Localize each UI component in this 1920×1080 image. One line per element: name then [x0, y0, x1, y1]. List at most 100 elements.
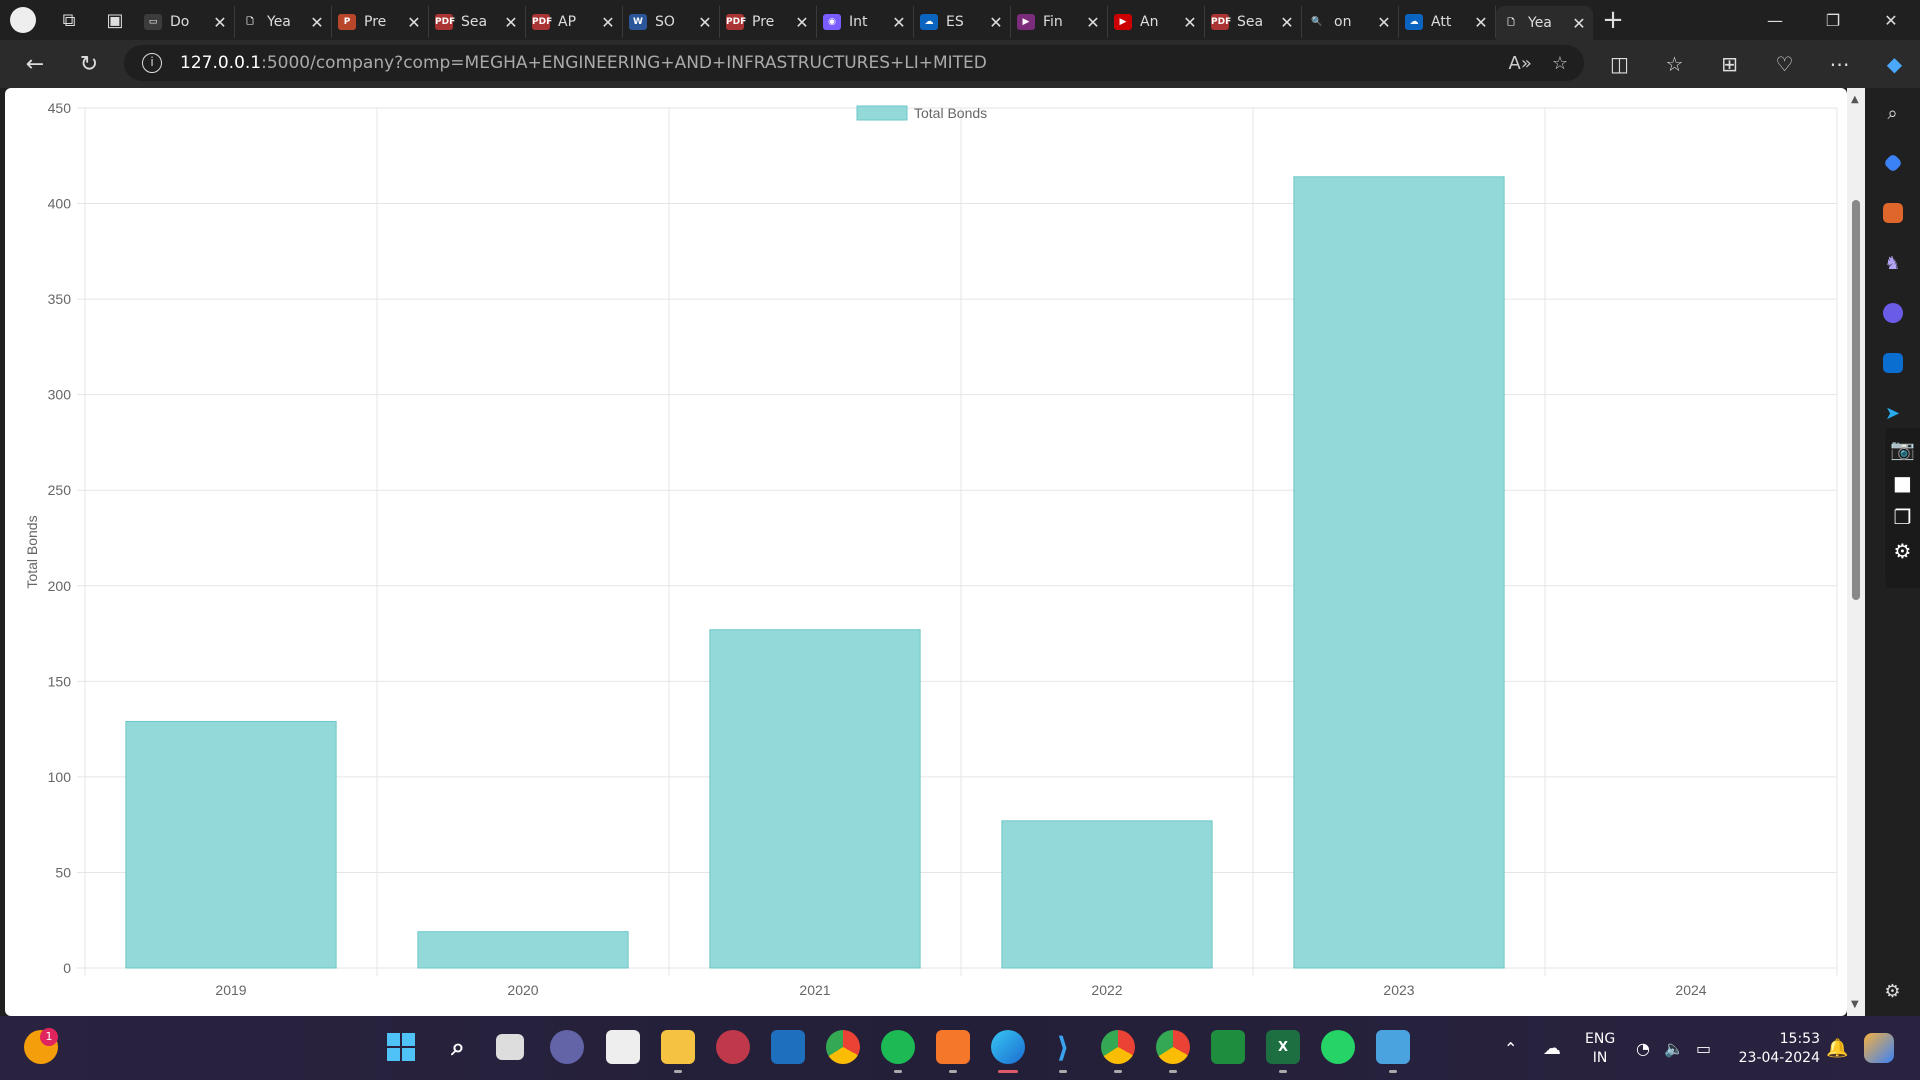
copilot-icon[interactable]: ◆	[1886, 52, 1903, 76]
sidebar-search-icon[interactable]: ⌕	[1887, 102, 1898, 124]
tray-overflow-icon[interactable]: ⌃	[1504, 1038, 1518, 1058]
back-button[interactable]: ←	[25, 51, 45, 77]
camera-icon[interactable]: 📷	[1890, 437, 1915, 461]
split-screen-icon[interactable]: ◫	[1610, 52, 1629, 76]
input-language[interactable]: ENG IN	[1585, 1030, 1615, 1068]
start-button[interactable]	[384, 1030, 418, 1064]
browser-tab[interactable]: ◉ Int ✕	[817, 6, 914, 38]
chart-legend[interactable]: Total Bonds	[856, 105, 987, 121]
minimize-button[interactable]: —	[1767, 10, 1783, 30]
bar-2022[interactable]	[1001, 820, 1213, 969]
volume-icon[interactable]: 🔈	[1664, 1038, 1684, 1058]
tab-close-icon[interactable]: ✕	[504, 12, 518, 32]
scroll-down-arrow[interactable]: ▼	[1851, 999, 1859, 1010]
file-explorer-icon[interactable]	[661, 1030, 695, 1064]
restore-button[interactable]: ❐	[1825, 10, 1841, 30]
tab-close-icon[interactable]: ✕	[1474, 12, 1488, 32]
tab-close-icon[interactable]: ✕	[407, 12, 421, 32]
bar-2023[interactable]	[1293, 176, 1505, 969]
tab-close-icon[interactable]: ✕	[213, 12, 227, 32]
browser-tab[interactable]: PDF AP ✕	[526, 6, 623, 38]
search-icon[interactable]: ⌕	[451, 1033, 465, 1061]
excel-icon[interactable]: X	[1266, 1030, 1300, 1064]
refresh-button[interactable]: ↻	[79, 51, 99, 77]
tab-close-icon[interactable]: ✕	[698, 12, 712, 32]
tab-close-icon[interactable]: ✕	[1086, 12, 1100, 32]
sidebar-settings-icon[interactable]: ⚙	[1884, 980, 1901, 1002]
xampp-icon[interactable]	[936, 1030, 970, 1064]
classroom-icon[interactable]	[1211, 1030, 1245, 1064]
browser-tab[interactable]: P Pre ✕	[332, 6, 429, 38]
browser-tab[interactable]: PDF Sea ✕	[1205, 6, 1302, 38]
window-capture-icon[interactable]: ❐	[1893, 505, 1912, 529]
bar-2020[interactable]	[417, 931, 629, 969]
sidebar-m365-icon[interactable]	[1865, 288, 1920, 338]
teams-icon[interactable]	[550, 1030, 584, 1064]
favorites-icon[interactable]: ☆	[1665, 52, 1684, 76]
browser-tab[interactable]: ☁ Att ✕	[1399, 6, 1496, 38]
chrome-profile-b-icon[interactable]	[1156, 1030, 1190, 1064]
close-window-button[interactable]: ✕	[1884, 10, 1898, 30]
sidebar-shopping-icon[interactable]	[1865, 138, 1920, 188]
tab-close-icon[interactable]: ✕	[892, 12, 906, 32]
page-scrollbar[interactable]: ▲ ▼	[1847, 88, 1865, 1016]
tab-close-icon[interactable]: ✕	[989, 12, 1003, 32]
onedrive-icon[interactable]: ☁	[1543, 1037, 1561, 1059]
wifi-icon[interactable]: ◔	[1636, 1038, 1650, 1058]
tab-close-icon[interactable]: ✕	[1377, 12, 1391, 32]
new-tab-button[interactable]: +	[1602, 5, 1624, 35]
site-info-icon[interactable]: i	[142, 53, 162, 73]
tab-close-icon[interactable]: ✕	[1280, 12, 1294, 32]
browser-tab[interactable]: ▶ An ✕	[1108, 6, 1205, 38]
browser-tab[interactable]: ▭ Do ✕	[138, 6, 235, 38]
vscode-icon[interactable]: ⟩	[1056, 1030, 1070, 1064]
spotify-icon[interactable]	[881, 1030, 915, 1064]
browser-essentials-icon[interactable]: ♡	[1775, 52, 1794, 76]
sidebar-games-icon[interactable]: ♞	[1884, 252, 1901, 274]
collections-icon[interactable]: ⊞	[1721, 52, 1738, 76]
browser-tab[interactable]: 🗋 Yea ✕	[1496, 6, 1593, 40]
x-tick-label: 2023	[1383, 982, 1414, 998]
bar-2019[interactable]	[125, 720, 337, 969]
notification-bell-icon[interactable]: 🔔	[1826, 1037, 1849, 1059]
system-clock[interactable]: 15:53 23-04-2024	[1739, 1030, 1820, 1068]
tab-close-icon[interactable]: ✕	[1572, 13, 1586, 33]
profile-avatar[interactable]	[0, 0, 46, 40]
more-menu-icon[interactable]: ⋯	[1829, 52, 1850, 76]
chrome-icon[interactable]	[826, 1030, 860, 1064]
tab-close-icon[interactable]: ✕	[1183, 12, 1197, 32]
workspaces-icon[interactable]: ⧉	[62, 9, 76, 31]
browser-tab[interactable]: 🔍 on ✕	[1302, 6, 1399, 38]
tab-actions-icon[interactable]: ▣	[106, 9, 124, 31]
copilot-taskbar-icon[interactable]	[1864, 1016, 1894, 1080]
sidebar-telegram-icon[interactable]: ➤	[1884, 402, 1901, 424]
favorite-star-icon[interactable]: ☆	[1551, 52, 1568, 74]
read-aloud-icon[interactable]: A»	[1508, 52, 1532, 74]
tab-close-icon[interactable]: ✕	[601, 12, 615, 32]
chrome-profile-a-icon[interactable]	[1101, 1030, 1135, 1064]
music-app-icon[interactable]	[716, 1030, 750, 1064]
battery-icon[interactable]: ▭	[1696, 1038, 1712, 1058]
task-view-icon[interactable]	[496, 1034, 524, 1060]
browser-tab[interactable]: ▶ Fin ✕	[1011, 6, 1108, 38]
video-icon[interactable]: ■	[1893, 471, 1912, 495]
notepad-icon[interactable]	[1376, 1030, 1410, 1064]
sidebar-tools-icon[interactable]	[1865, 188, 1920, 238]
capture-settings-icon[interactable]: ⚙	[1893, 539, 1912, 563]
browser-tab[interactable]: W SO ✕	[623, 6, 720, 38]
browser-tab[interactable]: PDF Pre ✕	[720, 6, 817, 38]
edge-icon[interactable]	[991, 1030, 1025, 1064]
scroll-thumb[interactable]	[1852, 200, 1860, 600]
browser-tab[interactable]: 🗋 Yea ✕	[235, 6, 332, 38]
scroll-up-arrow[interactable]: ▲	[1851, 94, 1859, 105]
whatsapp-icon[interactable]	[1321, 1030, 1355, 1064]
tab-close-icon[interactable]: ✕	[310, 12, 324, 32]
browser-tab[interactable]: ☁ ES ✕	[914, 6, 1011, 38]
bar-2021[interactable]	[709, 629, 921, 969]
browser-tab[interactable]: PDF Sea ✕	[429, 6, 526, 38]
sidebar-outlook-icon[interactable]	[1865, 338, 1920, 388]
store-icon[interactable]	[606, 1030, 640, 1064]
screenshot-app-icon[interactable]	[771, 1030, 805, 1064]
address-bar[interactable]: i 127.0.0.1:5000/company?comp=MEGHA+ENGI…	[124, 45, 1584, 81]
tab-close-icon[interactable]: ✕	[795, 12, 809, 32]
